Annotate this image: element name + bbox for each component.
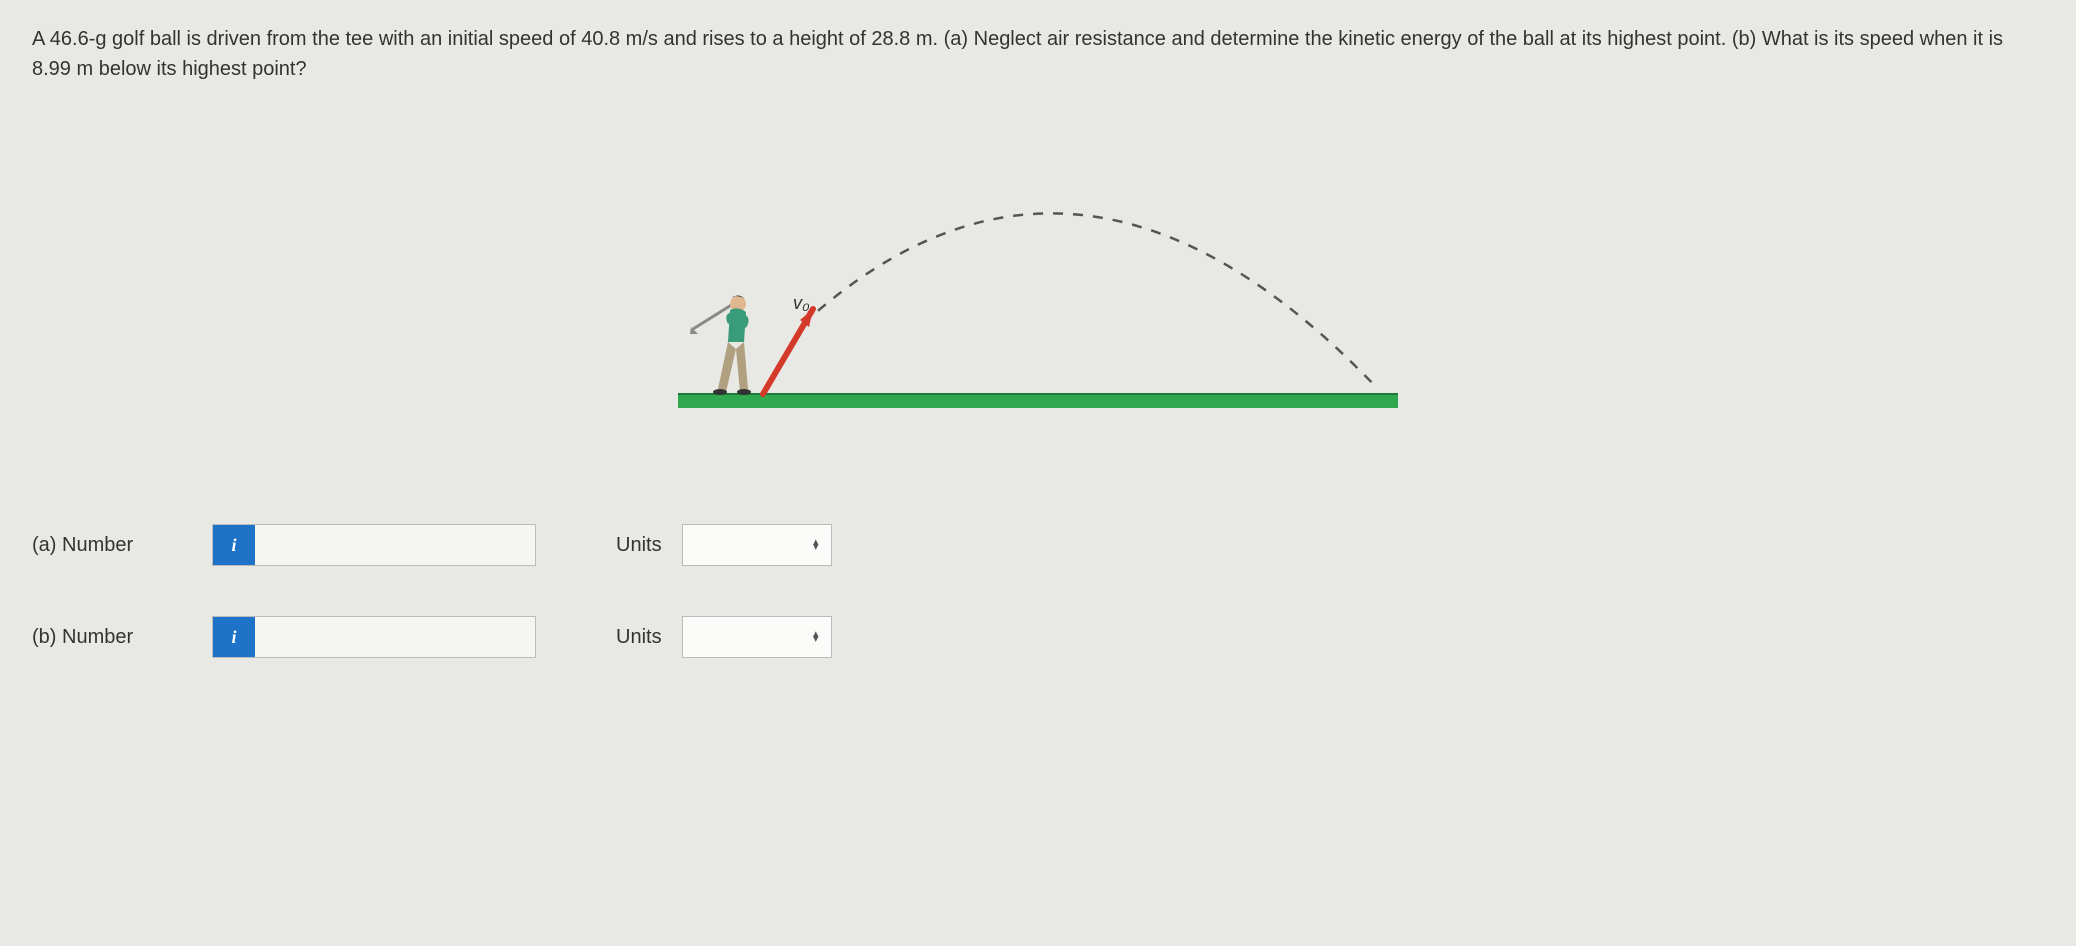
golfer-icon: [690, 296, 751, 396]
number-input-wrap-a: i: [212, 524, 536, 566]
number-input-wrap-b: i: [212, 616, 536, 658]
part-b-label: (b) Number: [32, 626, 192, 649]
figure-area: v₀: [32, 134, 2044, 434]
number-input-b[interactable]: [255, 617, 535, 657]
part-a-label: (a) Number: [32, 534, 192, 557]
units-select-a[interactable]: ▴▾: [682, 524, 832, 566]
units-label-b: Units: [616, 626, 662, 649]
answer-row-b: (b) Number i Units ▴▾: [32, 616, 2044, 658]
chevron-updown-icon: ▴▾: [813, 540, 819, 551]
chevron-updown-icon: ▴▾: [813, 632, 819, 643]
number-input-a[interactable]: [255, 525, 535, 565]
question-text: A 46.6-g golf ball is driven from the te…: [32, 24, 2044, 84]
info-icon[interactable]: i: [213, 525, 255, 565]
info-icon[interactable]: i: [213, 617, 255, 657]
units-label-a: Units: [616, 534, 662, 557]
v0-label: v₀: [793, 293, 810, 313]
trajectory-figure: v₀: [648, 134, 1428, 434]
units-select-b[interactable]: ▴▾: [682, 616, 832, 658]
answer-row-a: (a) Number i Units ▴▾: [32, 524, 2044, 566]
